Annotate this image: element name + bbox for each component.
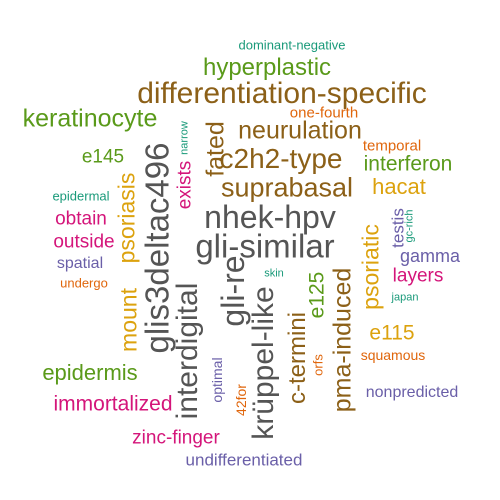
word-pma-induced: pma-induced: [328, 267, 357, 413]
word-suprabasal: suprabasal: [220, 172, 354, 203]
word-keratinocyte: keratinocyte: [22, 104, 158, 133]
word-obtain: obtain: [55, 208, 107, 230]
word-japan: japan: [391, 291, 419, 304]
word-nonpredicted: nonpredicted: [365, 384, 459, 401]
word-undergo: undergo: [60, 275, 108, 291]
word-hyperplastic: hyperplastic: [202, 54, 332, 81]
word-zinc-finger: zinc-finger: [132, 427, 220, 449]
word-c-termini: c-termini: [284, 311, 311, 405]
word-gli-similar: gli-similar: [195, 227, 335, 265]
word-narrow: narrow: [178, 121, 191, 155]
word-e145: e145: [81, 146, 125, 168]
word-hacat: hacat: [372, 174, 426, 199]
word-42for: 42for: [233, 384, 249, 416]
word-neurulation: neurulation: [238, 116, 362, 145]
word-c2h2-type: c2h2-type: [219, 143, 343, 174]
word-mount: mount: [115, 288, 142, 352]
word-optimal: optimal: [209, 357, 225, 403]
word-interferon: interferon: [363, 152, 453, 176]
word-exists: exists: [174, 160, 196, 210]
word-squamous: squamous: [360, 347, 426, 363]
word-differentiation-specific: differentiation-specific: [137, 77, 427, 110]
word-outside: outside: [53, 231, 115, 253]
word-nhek-hpv: nhek-hpv: [204, 199, 336, 235]
word-temporal: temporal: [362, 137, 422, 155]
word-e115: e115: [369, 321, 415, 345]
word-skin: skin: [264, 267, 284, 280]
word-immortalized: immortalized: [53, 392, 173, 416]
word-layers: layers: [392, 265, 444, 287]
word-epidermis: epidermis: [42, 360, 138, 385]
word-one-fourth: one-fourth: [289, 104, 359, 122]
word-undifferentiated: undifferentiated: [185, 450, 303, 470]
word-spatial: spatial: [56, 255, 104, 272]
word-interdigital: interdigital: [171, 282, 204, 420]
word-glis3deltac496: glis3deltac496: [138, 142, 176, 354]
word-gc-rich: gc-rich: [403, 209, 416, 243]
word-krüppel-like: krüppel-like: [247, 286, 280, 440]
word-gamma: gamma: [399, 246, 461, 266]
word-psoriasis: psoriasis: [113, 172, 140, 264]
word-orfs: orfs: [310, 354, 326, 376]
word-gli-re: gli-re: [215, 255, 251, 327]
word-dominant-negative: dominant-negative: [238, 37, 346, 53]
word-epidermal: epidermal: [52, 188, 110, 204]
word-psoriatic: psoriatic: [357, 224, 384, 310]
